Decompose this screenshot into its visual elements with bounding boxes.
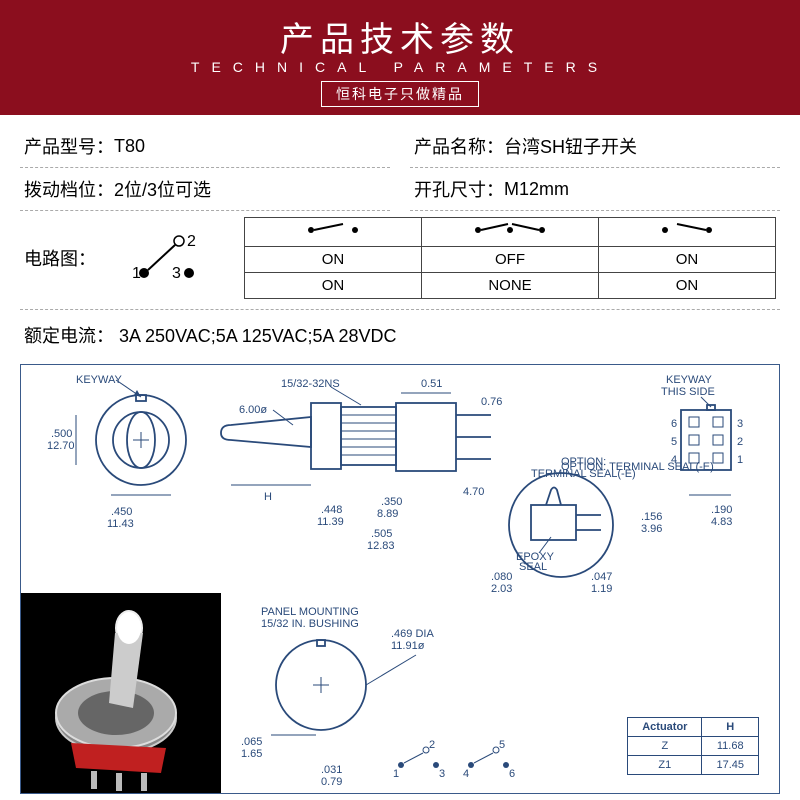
svg-text:2: 2 <box>429 739 435 751</box>
act-h2: H <box>702 718 759 737</box>
ct-r1c1: ON <box>245 247 422 273</box>
dia-600: 6.00ø <box>239 404 267 416</box>
spec-hole: 开孔尺寸： M12mm <box>410 168 780 211</box>
act-h1: Actuator <box>628 718 702 737</box>
circuit-table: ON OFF ON ON NONE ON <box>244 217 776 299</box>
pin-2: 2 <box>737 436 743 448</box>
ct-r1c3: ON <box>599 247 776 273</box>
hole-label: 开孔尺寸： <box>414 176 504 202</box>
svg-text:PANEL MOUNTING: PANEL MOUNTING <box>261 606 359 618</box>
name-value: 台湾SH钮子开关 <box>504 133 637 159</box>
act-r2c2: 17.45 <box>702 756 759 775</box>
d-156: .156 <box>641 511 662 523</box>
d-051: 0.51 <box>421 378 442 390</box>
ct-r2c3: ON <box>599 273 776 299</box>
rating-value: 3A 250VAC;5A 125VAC;5A 28VDC <box>119 326 397 346</box>
d-396: 3.96 <box>641 523 662 535</box>
svg-text:1: 1 <box>393 768 399 780</box>
sym-on-left <box>245 218 422 247</box>
hole-value: M12mm <box>504 179 569 200</box>
title-en: TECHNICAL PARAMETERS <box>0 59 800 75</box>
svg-text:5: 5 <box>499 739 505 751</box>
svg-text:6: 6 <box>509 768 515 780</box>
rating-row: 额定电流： 3A 250VAC;5A 125VAC;5A 28VDC <box>20 310 780 360</box>
d-031: .031 <box>321 764 342 776</box>
thread-label: 15/32-32NS <box>281 378 340 390</box>
svg-text:3: 3 <box>439 768 445 780</box>
d-505: .505 <box>371 528 392 540</box>
svg-text:THIS SIDE: THIS SIDE <box>661 386 715 398</box>
pin-4: 4 <box>671 454 677 466</box>
svg-text:OPTION:: OPTION: <box>561 456 606 468</box>
model-value: T80 <box>114 136 145 157</box>
position-value: 2位/3位可选 <box>114 176 211 202</box>
d-203: 2.03 <box>491 583 512 595</box>
svg-text:KEYWAY: KEYWAY <box>666 374 713 386</box>
rating-label: 额定电流： <box>24 326 114 346</box>
d-889: 8.89 <box>377 508 398 520</box>
d-1139: 11.39 <box>317 516 344 528</box>
circuit-label: 电路图： <box>24 245 124 271</box>
d-350: .350 <box>381 496 402 508</box>
title-cn: 产品技术参数 <box>0 12 800 61</box>
spec-model: 产品型号： T80 <box>20 125 390 168</box>
circuit-diagram: 1 2 3 <box>124 233 224 283</box>
d-065: .065 <box>241 736 262 748</box>
pin-6: 6 <box>671 418 677 430</box>
pin-1: 1 <box>737 454 743 466</box>
position-label: 拨动档位： <box>24 176 114 202</box>
subtitle-box: 恒科电子只做精品 <box>321 81 479 107</box>
d-1270: 12.70 <box>47 440 75 452</box>
d-047: .047 <box>591 571 612 583</box>
d-165: 1.65 <box>241 748 262 760</box>
d-469: .469 DIA <box>391 628 434 640</box>
ct-r2c2: NONE <box>422 273 599 299</box>
d-470: 4.70 <box>463 486 484 498</box>
spec-position: 拨动档位： 2位/3位可选 <box>20 168 390 211</box>
specs-section: 产品型号： T80 产品名称： 台湾SH钮子开关 拨动档位： 2位/3位可选 开… <box>0 115 800 360</box>
d-076: 0.76 <box>481 396 502 408</box>
d-448: .448 <box>321 504 342 516</box>
act-r1c2: 11.68 <box>702 737 759 756</box>
actuator-table: Actuator H Z 11.68 Z1 17.45 <box>627 717 759 775</box>
pin-3: 3 <box>737 418 743 430</box>
pin-5: 5 <box>671 436 677 448</box>
node-1-label: 1 <box>132 265 141 282</box>
d-1283: 12.83 <box>367 540 395 552</box>
d-1143: 11.43 <box>107 518 134 530</box>
svg-text:TERMINAL SEAL(-E): TERMINAL SEAL(-E) <box>531 468 636 480</box>
d-119: 1.19 <box>591 583 612 595</box>
technical-drawing: KEYWAY .500 12.70 .450 11.43 15/32-32NS … <box>20 364 780 794</box>
d-500: .500 <box>51 428 72 440</box>
node-3-label: 3 <box>172 265 181 282</box>
sym-off <box>422 218 599 247</box>
product-photo <box>21 593 221 793</box>
node-2-label: 2 <box>187 233 196 250</box>
keyway-label: KEYWAY <box>76 374 123 386</box>
svg-text:SEAL: SEAL <box>519 561 547 573</box>
header-banner: 产品技术参数 TECHNICAL PARAMETERS 恒科电子只做精品 <box>0 0 800 115</box>
d-483: 4.83 <box>711 516 732 528</box>
d-079: 0.79 <box>321 776 342 788</box>
act-r2c1: Z1 <box>628 756 702 775</box>
d-1191: 11.91ø <box>391 640 425 652</box>
ct-r1c2: OFF <box>422 247 599 273</box>
model-label: 产品型号： <box>24 133 114 159</box>
ct-r2c1: ON <box>245 273 422 299</box>
name-label: 产品名称： <box>414 133 504 159</box>
d-450: .450 <box>111 506 132 518</box>
d-080: .080 <box>491 571 512 583</box>
h-label: H <box>264 491 272 503</box>
svg-text:4: 4 <box>463 768 469 780</box>
act-r1c1: Z <box>628 737 702 756</box>
svg-text:15/32 IN. BUSHING: 15/32 IN. BUSHING <box>261 618 359 630</box>
spec-name: 产品名称： 台湾SH钮子开关 <box>410 125 780 168</box>
d-190: .190 <box>711 504 732 516</box>
sym-on-right <box>599 218 776 247</box>
circuit-row: 电路图： 1 2 3 ON OFF ON <box>20 211 780 310</box>
